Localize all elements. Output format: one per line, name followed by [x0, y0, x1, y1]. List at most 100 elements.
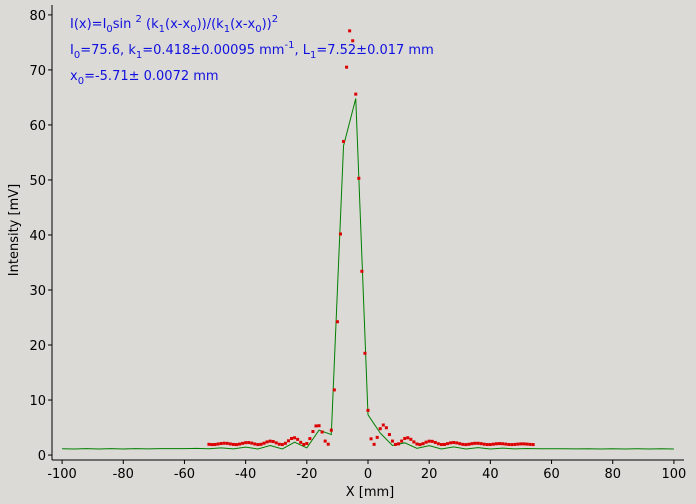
data-point: [467, 442, 471, 446]
y-tick-label: 20: [29, 339, 46, 354]
data-point: [449, 441, 453, 445]
annotation-part: (x-x: [165, 17, 190, 32]
data-point: [390, 439, 394, 443]
data-point: [290, 436, 294, 440]
data-point: [510, 443, 514, 447]
data-point: [531, 443, 535, 447]
annotation-part: 1: [224, 24, 230, 35]
annotation: x0=-5.71± 0.0072 mm: [70, 69, 219, 87]
data-point: [351, 39, 355, 43]
data-point: [400, 439, 404, 443]
data-point: [488, 443, 492, 447]
annotation-part: , L: [294, 43, 310, 58]
data-point: [314, 424, 318, 428]
x-tick-label: 20: [421, 467, 438, 482]
y-tick-label: 30: [29, 284, 46, 299]
x-tick-label: -40: [235, 467, 256, 482]
data-point: [268, 439, 272, 443]
annotation-part: -1: [284, 40, 294, 51]
x-tick-label: 80: [604, 467, 621, 482]
data-point: [464, 443, 468, 447]
data-point: [302, 442, 306, 446]
y-tick-label: 50: [29, 174, 46, 189]
data-point: [210, 443, 214, 447]
data-point: [357, 176, 361, 180]
data-point: [363, 351, 367, 355]
data-point: [320, 430, 324, 434]
data-point: [231, 442, 235, 446]
annotation-part: I(x)=I: [70, 17, 106, 32]
fit-line: [62, 98, 674, 450]
data-point: [308, 437, 312, 441]
data-point: [259, 442, 263, 446]
data-point: [323, 439, 327, 443]
x-tick-label: -100: [47, 467, 77, 482]
y-tick-label: 40: [29, 229, 46, 244]
data-point: [311, 430, 315, 434]
x-tick-label: 60: [543, 467, 560, 482]
data-point: [470, 442, 474, 446]
data-point: [415, 442, 419, 446]
data-point: [332, 388, 336, 392]
data-point: [305, 441, 309, 445]
x-tick-label: 100: [661, 467, 686, 482]
data-point: [436, 442, 440, 446]
annotation-part: =0.418±0.00095 mm: [142, 43, 284, 58]
annotation-part: 1: [136, 50, 142, 61]
data-point: [317, 424, 321, 428]
data-point: [504, 442, 508, 446]
data-point: [234, 443, 238, 447]
data-point: [296, 437, 300, 441]
data-point: [452, 441, 456, 445]
data-point: [219, 441, 223, 445]
annotation-part: 0: [74, 50, 80, 61]
data-point: [271, 440, 275, 444]
annotation-part: 0: [78, 76, 84, 87]
data-point: [342, 139, 346, 143]
annotation-part: 0: [106, 24, 112, 35]
data-point: [403, 436, 407, 440]
data-point: [241, 441, 245, 445]
data-point: [335, 320, 339, 324]
data-point: [522, 442, 526, 446]
data-point: [442, 442, 446, 446]
annotation-part: )): [262, 17, 272, 32]
data-point: [345, 65, 349, 69]
data-point: [250, 441, 254, 445]
data-point: [293, 436, 297, 440]
data-point: [439, 443, 443, 447]
data-point: [406, 436, 410, 440]
annotation-part: 0: [190, 24, 196, 35]
data-point: [433, 440, 437, 444]
data-point: [247, 441, 251, 445]
data-point: [354, 92, 358, 96]
data-point: [519, 442, 523, 446]
data-point: [286, 439, 290, 443]
data-point: [485, 443, 489, 447]
annotation-part: =7.52±0.017 mm: [316, 43, 433, 58]
data-point: [491, 442, 495, 446]
y-tick-label: 0: [38, 449, 46, 464]
y-tick-label: 70: [29, 64, 46, 79]
data-point: [387, 433, 391, 437]
x-tick-label: 0: [364, 467, 372, 482]
annotation-part: 0: [255, 24, 261, 35]
data-point: [461, 442, 465, 446]
annotation: I0=75.6, k1=0.418±0.00095 mm-1, L1=7.52±…: [70, 40, 434, 61]
annotation-part: =75.6, k: [80, 43, 136, 58]
data-point: [381, 423, 385, 427]
data-point: [412, 440, 416, 444]
data-point: [326, 442, 330, 446]
y-tick-label: 10: [29, 394, 46, 409]
data-point: [494, 442, 498, 446]
data-point: [360, 269, 364, 273]
data-point: [216, 442, 220, 446]
data-point: [476, 441, 480, 445]
annotation-part: x: [70, 69, 78, 84]
annotation-part: 2: [136, 14, 142, 25]
data-point: [222, 441, 226, 445]
data-point: [498, 442, 502, 446]
annotation-part: 1: [310, 50, 316, 61]
data-point: [280, 443, 284, 447]
